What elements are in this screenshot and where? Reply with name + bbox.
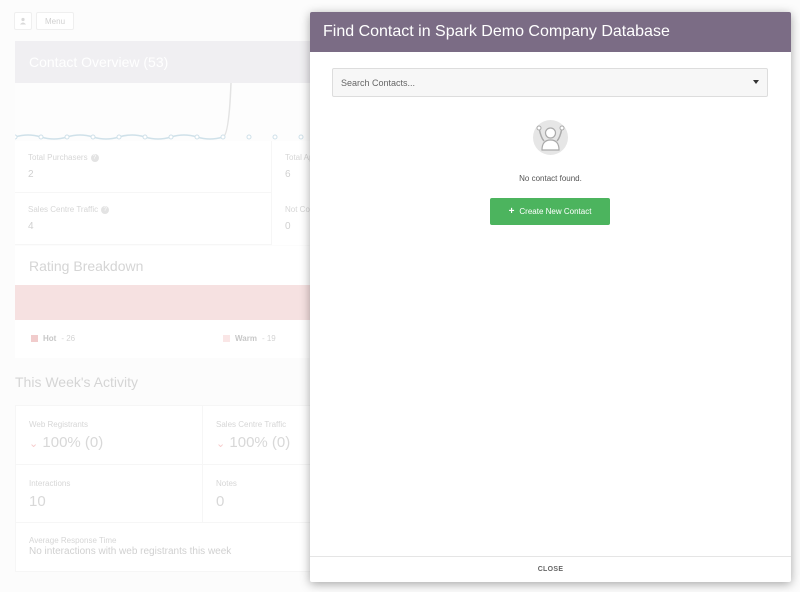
legend-warm: Warm - 19 <box>223 334 276 343</box>
stat-total-purchasers: Total Purchasers ? 2 <box>15 141 272 193</box>
legend-label: Warm <box>235 334 257 343</box>
warm-swatch <box>223 335 230 342</box>
stat-value-partial: 0 <box>285 221 291 232</box>
rating-bar <box>15 285 315 320</box>
no-contact-icon <box>533 120 568 155</box>
activity-label: Average Response Time <box>29 536 117 545</box>
response-time-text: No interactions with web registrants thi… <box>29 546 232 557</box>
create-button-label: Create New Contact <box>519 207 592 216</box>
chevron-down-icon: ⌄ <box>216 438 226 450</box>
legend-label: Hot <box>43 334 57 343</box>
activity-value: 100% (0) <box>42 434 104 451</box>
modal-footer: CLOSE <box>310 556 791 582</box>
modal-header: Find Contact in Spark Demo Company Datab… <box>310 12 791 52</box>
find-contact-modal: Find Contact in Spark Demo Company Datab… <box>310 12 791 582</box>
stat-label-partial: Not Co <box>285 205 310 214</box>
stat-value-partial: 6 <box>285 169 291 180</box>
stat-label: Sales Centre Traffic <box>28 205 99 214</box>
activity-label: Interactions <box>29 479 71 488</box>
activity-web-registrants: Web Registrants ⌄ 100% (0) <box>16 406 203 465</box>
overview-stats: Total Purchasers ? 2 Sales Centre Traffi… <box>15 141 315 245</box>
activity-interactions: Interactions 10 <box>16 465 203 523</box>
close-button[interactable]: CLOSE <box>537 566 564 573</box>
caret-down-icon <box>753 80 759 84</box>
stat-sales-centre-traffic: Sales Centre Traffic ? 4 <box>15 193 272 245</box>
activity-sales-centre: Sales Centre Traffic ⌄ 100% (0) <box>203 406 316 465</box>
activity-card: Web Registrants ⌄ 100% (0) Sales Centre … <box>15 405 317 572</box>
search-placeholder: Search Contacts... <box>341 78 416 88</box>
chevron-down-icon: ⌄ <box>29 438 39 450</box>
user-icon[interactable] <box>14 12 32 30</box>
menu-button[interactable]: Menu <box>36 12 75 30</box>
legend-hot: Hot - 26 <box>31 334 75 343</box>
hot-swatch <box>31 335 38 342</box>
stat-label-partial: Total Ap <box>285 153 314 162</box>
stat-value: 4 <box>28 221 34 232</box>
legend-count: - 26 <box>61 334 76 343</box>
plus-icon: + <box>508 206 515 217</box>
legend-count: - 19 <box>261 334 276 343</box>
create-new-contact-button[interactable]: + Create New Contact <box>490 198 610 225</box>
activity-label: Web Registrants <box>29 420 88 429</box>
rating-breakdown-title: Rating Breakdown <box>29 258 144 274</box>
activity-value: 10 <box>29 493 46 510</box>
activity-label: Sales Centre Traffic <box>216 420 287 429</box>
activity-value: 0 <box>216 493 225 510</box>
contact-overview-header: Contact Overview (53) <box>15 41 315 83</box>
activity-title: This Week's Activity <box>15 374 138 390</box>
search-contacts-select[interactable]: Search Contacts... <box>332 68 768 97</box>
activity-value: 100% (0) <box>229 434 291 451</box>
contact-overview-title: Contact Overview (53) <box>29 54 169 70</box>
stat-label: Total Purchasers <box>28 153 88 162</box>
empty-message: No contact found. <box>519 174 582 183</box>
activity-notes: Notes 0 <box>203 465 316 523</box>
help-icon[interactable]: ? <box>101 205 110 214</box>
top-toolbar: Menu <box>14 12 75 30</box>
activity-label: Notes <box>216 479 237 488</box>
help-icon[interactable]: ? <box>90 153 99 162</box>
modal-title: Find Contact in Spark Demo Company Datab… <box>323 23 670 40</box>
stat-value: 2 <box>28 169 34 180</box>
